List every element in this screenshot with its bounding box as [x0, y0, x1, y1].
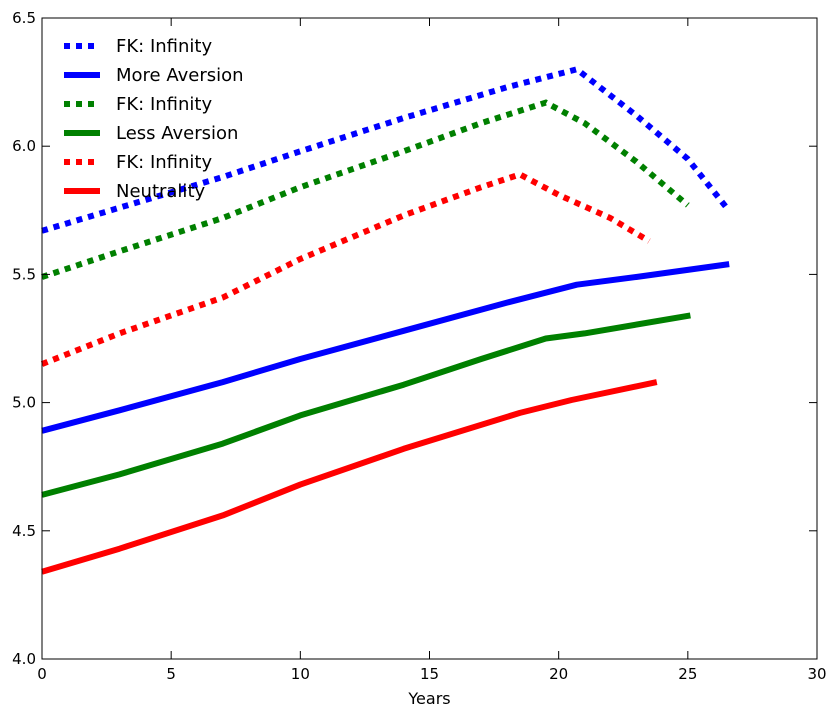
y-tick-label: 6.5: [12, 9, 36, 27]
x-tick-label: 20: [549, 665, 568, 683]
legend-label-1: FK: Infinity: [116, 36, 212, 57]
x-tick-label: 5: [166, 665, 176, 683]
legend-label-3: FK: Infinity: [116, 94, 212, 115]
series-line-1: [41, 66, 729, 234]
y-tick-label: 6.0: [12, 137, 36, 155]
x-tick-label: 10: [291, 665, 310, 683]
legend: FK: Infinity More Aversion FK: Infinity Les…: [64, 36, 244, 202]
y-tick-label: 5.0: [12, 394, 36, 412]
x-axis-label: Years: [407, 689, 450, 708]
plot-background: [42, 18, 817, 659]
y-tick-label: 4.5: [12, 522, 36, 540]
x-tick-label: 30: [807, 665, 826, 683]
legend-label-5: FK: Infinity: [116, 152, 212, 173]
series-line-5: [40, 171, 651, 367]
series-line-2: [41, 261, 730, 434]
y-tick-label: 4.0: [12, 650, 36, 668]
series-line-4: [41, 312, 691, 498]
y-tick-label: 5.5: [12, 265, 36, 283]
x-tick-label: 0: [37, 665, 47, 683]
x-tick-label: 15: [420, 665, 439, 683]
x-tick-label: 25: [678, 665, 697, 683]
series-line-3: [41, 99, 690, 280]
x-axis: 0 5 10 15 20 25 30: [37, 18, 827, 683]
legend-label-2: More Aversion: [116, 65, 244, 86]
legend-label-6: Neutrality: [116, 181, 205, 202]
series-layer: [40, 66, 730, 575]
series-line-6: [41, 379, 658, 575]
y-axis: 4.0 4.5 5.0 5.5 6.0 6.5: [12, 9, 817, 668]
legend-label-4: Less Aversion: [116, 123, 238, 144]
